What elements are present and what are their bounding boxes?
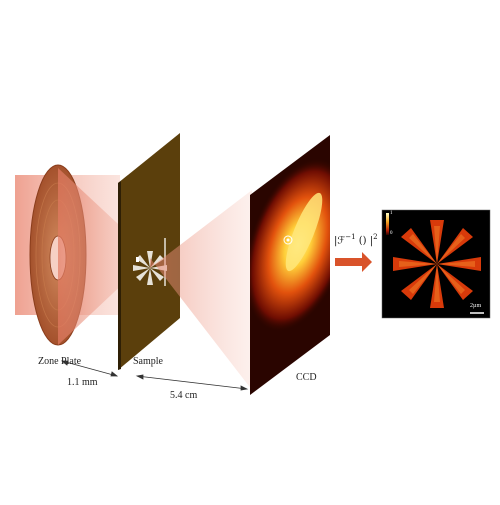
diffraction-cone bbox=[150, 190, 252, 390]
formula-prefix: |ℱ bbox=[334, 235, 346, 247]
label-distance-zp-sample: 1.1 mm bbox=[67, 377, 98, 388]
formula-power: 2 bbox=[373, 233, 378, 241]
label-ccd: CCD bbox=[296, 372, 317, 383]
sample-plate bbox=[118, 133, 180, 370]
scale-bar-label: 2µm bbox=[470, 303, 482, 309]
formula-exponent: −1 bbox=[345, 233, 356, 241]
ccd-detector bbox=[250, 135, 330, 395]
label-sample: Sample bbox=[133, 356, 163, 367]
formula-body: () | bbox=[355, 235, 374, 247]
reconstruction-arrow bbox=[335, 252, 372, 272]
label-distance-sample-ccd: 5.4 cm bbox=[170, 390, 198, 401]
colorbar-bottom-label: 0 bbox=[390, 231, 393, 236]
colorbar-top-label: 1 bbox=[390, 211, 393, 216]
colorbar bbox=[386, 213, 389, 235]
label-zone-plate: Zone Plate bbox=[38, 356, 82, 367]
inverse-fourier-formula: |ℱ−1 () |2 bbox=[334, 233, 378, 246]
distance-arrow-zp-sample bbox=[60, 360, 119, 377]
distance-arrow-sample-ccd bbox=[135, 374, 249, 391]
reconstructed-star bbox=[393, 220, 481, 308]
focus-cone bbox=[58, 168, 146, 345]
reconstruction-inset bbox=[381, 209, 491, 319]
